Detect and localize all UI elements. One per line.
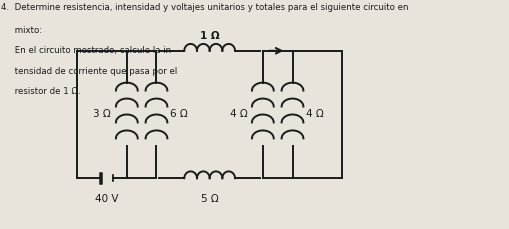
Text: 3 Ω: 3 Ω <box>93 109 111 120</box>
Text: En el circuito mostrado, calcule la in-: En el circuito mostrado, calcule la in- <box>1 46 174 55</box>
Text: tensidad de corriente que pasa por el: tensidad de corriente que pasa por el <box>1 67 177 76</box>
Text: 4.  Determine resistencia, intensidad y voltajes unitarios y totales para el sig: 4. Determine resistencia, intensidad y v… <box>1 3 408 12</box>
Text: 4 Ω: 4 Ω <box>306 109 324 120</box>
Text: 4 Ω: 4 Ω <box>230 109 248 120</box>
Text: 1 Ω: 1 Ω <box>200 30 219 41</box>
Text: 5 Ω: 5 Ω <box>201 194 218 204</box>
Text: 40 V: 40 V <box>95 194 119 204</box>
Text: 6 Ω: 6 Ω <box>171 109 188 120</box>
Text: mixto:: mixto: <box>1 26 42 35</box>
Text: resistor de 1 Ω.: resistor de 1 Ω. <box>1 87 80 96</box>
